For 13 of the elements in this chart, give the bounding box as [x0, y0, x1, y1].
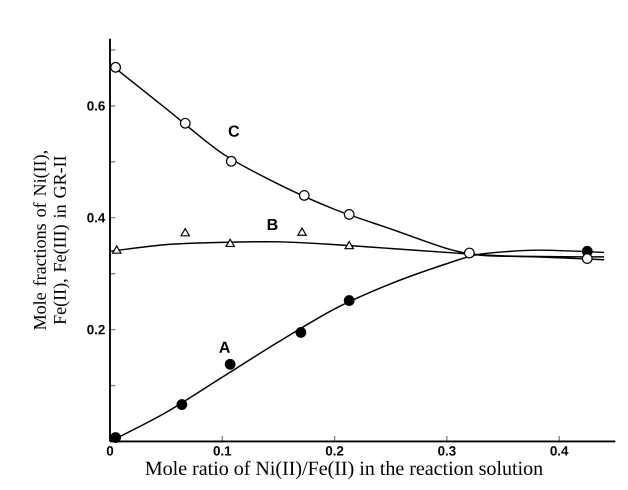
y-axis-title: Mole fractions of Ni(II), Fe(II), Fe(III) in GR-II [33, 151, 70, 330]
x-tick-label: 0.3 [438, 446, 456, 456]
x-tick-label: 0.4 [550, 446, 568, 456]
x-axis-title: Mole ratio of Ni(II)/Fe(II) in the reaction solution [145, 460, 543, 480]
series-label: B [268, 219, 278, 230]
series-label: C [228, 125, 240, 137]
series-label: A [219, 342, 230, 353]
x-tick-label: 0 [106, 446, 114, 456]
x-tick-label: 0.2 [326, 446, 344, 456]
y-tick-label: 0.4 [87, 213, 106, 222]
y-tick-label: 0.2 [87, 324, 105, 334]
y-tick-label: 0.6 [87, 101, 105, 111]
x-tick-label: 0.1 [214, 446, 232, 456]
